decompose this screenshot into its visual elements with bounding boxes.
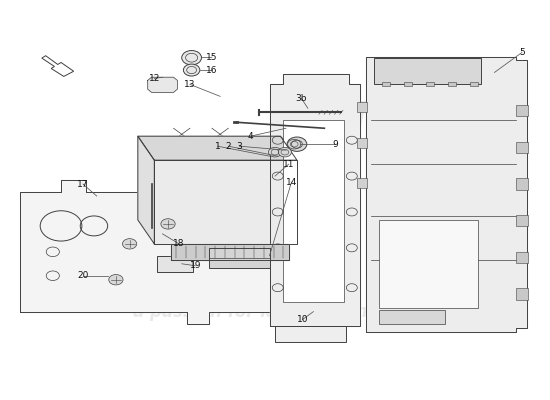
Circle shape: [278, 147, 292, 157]
Text: 20: 20: [78, 271, 89, 280]
Polygon shape: [366, 56, 527, 332]
Text: 3b: 3b: [295, 94, 307, 103]
Bar: [516, 215, 529, 226]
Text: 5: 5: [519, 48, 525, 57]
Polygon shape: [138, 136, 155, 244]
Text: a passion for lamborghini: a passion for lamborghini: [133, 303, 373, 321]
Bar: [283, 120, 344, 302]
Bar: [426, 82, 434, 86]
Polygon shape: [42, 56, 74, 76]
Text: 11: 11: [283, 160, 294, 169]
Text: 16: 16: [206, 66, 218, 74]
Circle shape: [183, 64, 200, 76]
Bar: [358, 138, 367, 148]
Text: 10: 10: [296, 315, 308, 324]
Polygon shape: [270, 74, 360, 326]
Text: 14: 14: [286, 178, 297, 186]
Circle shape: [109, 274, 123, 285]
Bar: [516, 288, 529, 300]
Circle shape: [268, 147, 282, 157]
Text: 13: 13: [184, 80, 196, 89]
Circle shape: [288, 140, 301, 149]
Bar: [470, 82, 478, 86]
Bar: [374, 58, 481, 84]
Circle shape: [182, 50, 201, 65]
Bar: [358, 178, 367, 188]
Bar: [516, 252, 529, 263]
Text: 19: 19: [190, 261, 201, 270]
Text: europé: europé: [302, 88, 490, 136]
Text: 2: 2: [226, 142, 231, 151]
Circle shape: [287, 137, 307, 151]
Bar: [358, 102, 367, 112]
Bar: [157, 256, 192, 272]
Circle shape: [161, 219, 175, 229]
Bar: [448, 82, 456, 86]
Bar: [379, 310, 445, 324]
Polygon shape: [148, 77, 177, 92]
Text: 18: 18: [173, 239, 185, 248]
Text: 9: 9: [332, 140, 338, 149]
Bar: [379, 220, 478, 308]
Text: europé: europé: [192, 238, 358, 282]
Polygon shape: [138, 136, 297, 160]
Text: 4: 4: [248, 132, 253, 141]
Text: 12: 12: [148, 74, 160, 83]
Polygon shape: [170, 244, 289, 260]
Bar: [209, 248, 270, 268]
Polygon shape: [155, 160, 297, 244]
Circle shape: [123, 239, 137, 249]
Bar: [382, 82, 390, 86]
Text: 1: 1: [214, 142, 220, 151]
Bar: [275, 326, 346, 342]
Bar: [404, 82, 412, 86]
Bar: [516, 178, 529, 190]
Text: 15: 15: [206, 53, 218, 62]
Bar: [516, 105, 529, 116]
Text: 3: 3: [236, 142, 242, 151]
Polygon shape: [20, 180, 275, 324]
Text: 17: 17: [77, 180, 89, 188]
Bar: [516, 142, 529, 153]
